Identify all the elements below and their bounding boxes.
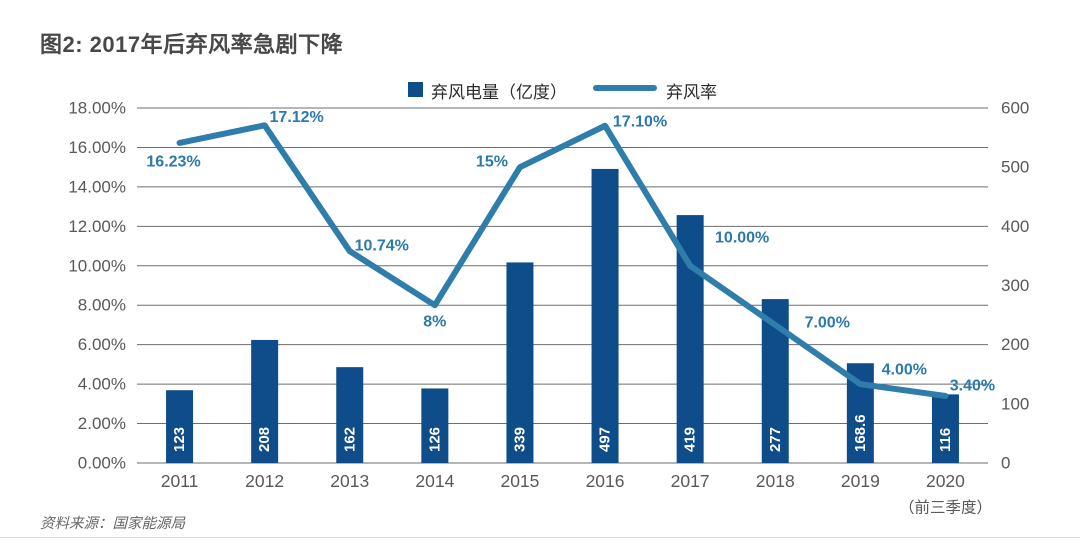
right-axis-tick-label: 300	[1001, 276, 1029, 295]
rate-line	[176, 122, 949, 399]
rate-point-label: 3.40%	[950, 377, 995, 394]
right-axis-tick-label: 0	[1001, 454, 1010, 473]
source-note: 资料来源：国家能源局	[40, 516, 185, 532]
left-axis-tick-label: 0.00%	[78, 454, 126, 473]
bar-2012	[251, 339, 279, 463]
right-axis-tick-label: 100	[1001, 394, 1029, 413]
rate-point-label: 17.10%	[613, 113, 667, 130]
x-axis-tick-label: 2016	[586, 471, 625, 491]
rate-point-label: 8%	[423, 314, 446, 331]
bar-value-label: 123	[171, 427, 188, 452]
right-axis-tick-label: 200	[1001, 335, 1029, 354]
bar-value-label: 208	[256, 427, 273, 452]
left-axis-tick-label: 4.00%	[78, 375, 126, 394]
rate-point-label: 15%	[476, 154, 508, 171]
bar-2020	[931, 394, 959, 463]
bar-2013	[336, 367, 364, 463]
x-axis-tick-label: 2014	[415, 471, 454, 491]
legend-line-swatch-icon	[593, 85, 657, 91]
left-axis-tick-label: 12.00%	[68, 217, 126, 236]
x-axis-tick-label: 2020	[926, 471, 965, 491]
bar-value-label: 162	[341, 427, 358, 452]
legend-bar-swatch-icon	[408, 82, 423, 97]
x-axis-tick-label: 2013	[330, 471, 369, 491]
x-axis-tick-label: 2019	[841, 471, 880, 491]
bar-value-label: 339	[511, 427, 528, 452]
bar-value-label: 419	[682, 427, 699, 452]
legend-line-label: 弃风率	[666, 83, 717, 102]
bar-value-label: 277	[767, 427, 784, 452]
x-axis-tick-label: 2015	[500, 471, 539, 491]
left-axis-tick-label: 2.00%	[78, 414, 126, 433]
chart-title: 图2: 2017年后弃风率急剧下降	[40, 32, 344, 57]
left-axis-tick-label: 14.00%	[68, 177, 126, 196]
left-axis-tick-label: 10.00%	[68, 256, 126, 275]
right-axis-tick-label: 500	[1001, 158, 1029, 177]
bar-2015	[506, 262, 534, 463]
bar-value-label: 168.6	[852, 414, 869, 452]
bar-2016	[591, 168, 619, 464]
bar-value-label: 116	[937, 428, 954, 452]
bottom-divider	[0, 537, 1080, 538]
bar-value-label: 126	[426, 427, 443, 452]
right-axis-tick-label: 600	[1001, 99, 1029, 118]
rate-point-label: 16.23%	[146, 153, 200, 170]
bar-2014	[421, 388, 449, 463]
x-axis-tick-label: 2012	[245, 471, 284, 491]
x-axis-tick-label: 2017	[671, 471, 710, 491]
right-axis-tick-label: 400	[1001, 217, 1029, 236]
x-axis-tick-label: 2011	[161, 471, 199, 491]
left-axis-tick-label: 8.00%	[78, 296, 126, 315]
rate-point-label: 10.74%	[355, 238, 409, 255]
x-axis-tick-label: 2018	[756, 471, 795, 491]
left-axis-tick-label: 6.00%	[78, 335, 126, 354]
rate-point-label: 4.00%	[882, 362, 927, 379]
rate-point-label: 7.00%	[805, 314, 850, 331]
bar-2011	[166, 390, 194, 463]
left-axis-tick-label: 16.00%	[68, 138, 126, 157]
x-axis-sub-label: （前三季度）	[899, 499, 992, 517]
rate-point-label: 17.12%	[270, 109, 324, 126]
bar-value-label: 497	[597, 427, 614, 452]
rate-point-label: 10.00%	[715, 229, 769, 246]
legend-bars-label: 弃风电量（亿度）	[431, 83, 567, 102]
left-axis-tick-label: 18.00%	[68, 99, 126, 118]
